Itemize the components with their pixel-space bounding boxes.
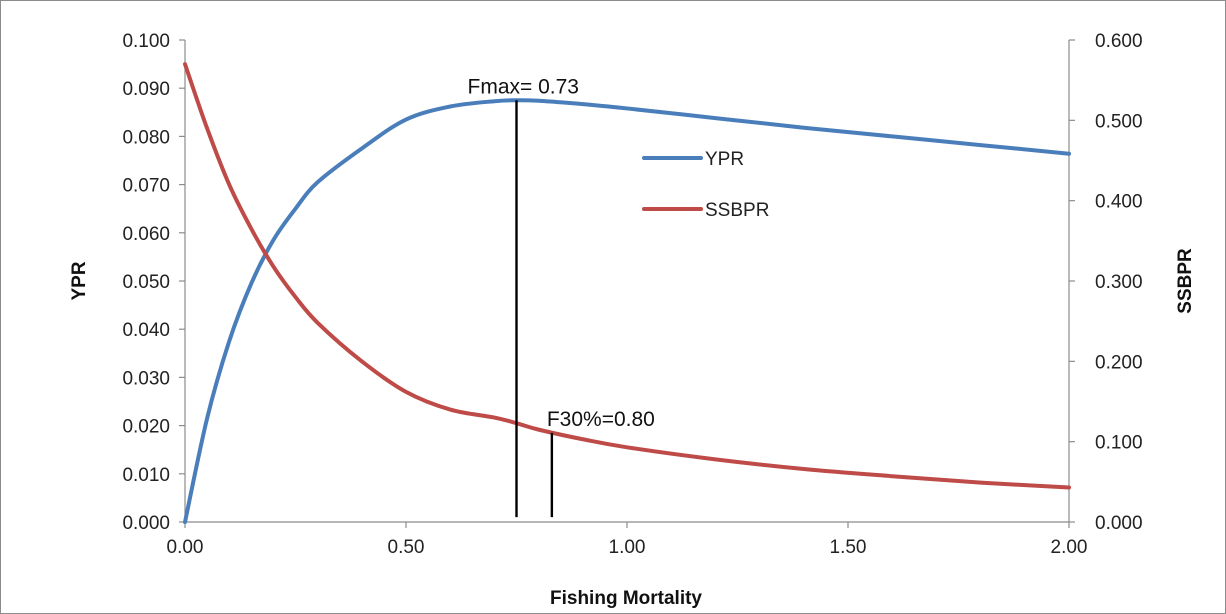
y-right-axis-title: SSBPR (1175, 248, 1196, 314)
annotations-layer: Fmax= 0.73 F30%=0.80 (468, 75, 655, 518)
x-tick-label: 2.00 (1051, 537, 1088, 558)
y-left-tick-label: 0.040 (122, 320, 170, 341)
ticks-layer: 0.00 0.50 1.00 1.50 2.00 0.000 0.010 0.020 0.030… (122, 31, 1142, 558)
legend: YPR SSBPR (642, 149, 769, 221)
series-line-ssbpr (183, 62, 1071, 490)
axes-layer (184, 40, 1070, 523)
x-axis-title: Fishing Mortality (550, 588, 702, 609)
y-left-tick-label: 0.100 (122, 31, 170, 52)
y-right-tick-label: 0.100 (1095, 433, 1143, 454)
y-left-tick-label: 0.020 (122, 417, 170, 438)
y-right-tick-label: 0.400 (1095, 192, 1143, 213)
x-tick-label: 1.50 (830, 537, 867, 558)
f30-label: F30%=0.80 (547, 408, 655, 431)
legend-label-ypr: YPR (705, 149, 744, 170)
y-left-tick-label: 0.030 (122, 368, 170, 389)
x-tick-label: 0.00 (167, 537, 204, 558)
y-left-tick-label: 0.050 (122, 272, 170, 293)
y-left-axis-title: YPR (69, 261, 90, 300)
y-right-tick-label: 0.600 (1095, 31, 1143, 52)
y-right-tick-label: 0.200 (1095, 352, 1143, 373)
x-tick-label: 0.50 (388, 537, 425, 558)
y-left-tick-label: 0.000 (122, 513, 170, 534)
y-left-tick-label: 0.060 (122, 224, 170, 245)
series-line-ypr (183, 98, 1071, 524)
legend-label-ssbpr: SSBPR (705, 200, 769, 221)
x-tick-label: 1.00 (609, 537, 646, 558)
y-left-tick-label: 0.010 (122, 465, 170, 486)
y-left-tick-label: 0.090 (122, 79, 170, 100)
y-left-tick-label: 0.080 (122, 127, 170, 148)
y-right-tick-label: 0.000 (1095, 513, 1143, 534)
y-right-tick-label: 0.300 (1095, 272, 1143, 293)
y-right-tick-label: 0.500 (1095, 111, 1143, 132)
fmax-label: Fmax= 0.73 (468, 75, 579, 98)
series-layer (183, 62, 1071, 524)
y-left-tick-label: 0.070 (122, 176, 170, 197)
